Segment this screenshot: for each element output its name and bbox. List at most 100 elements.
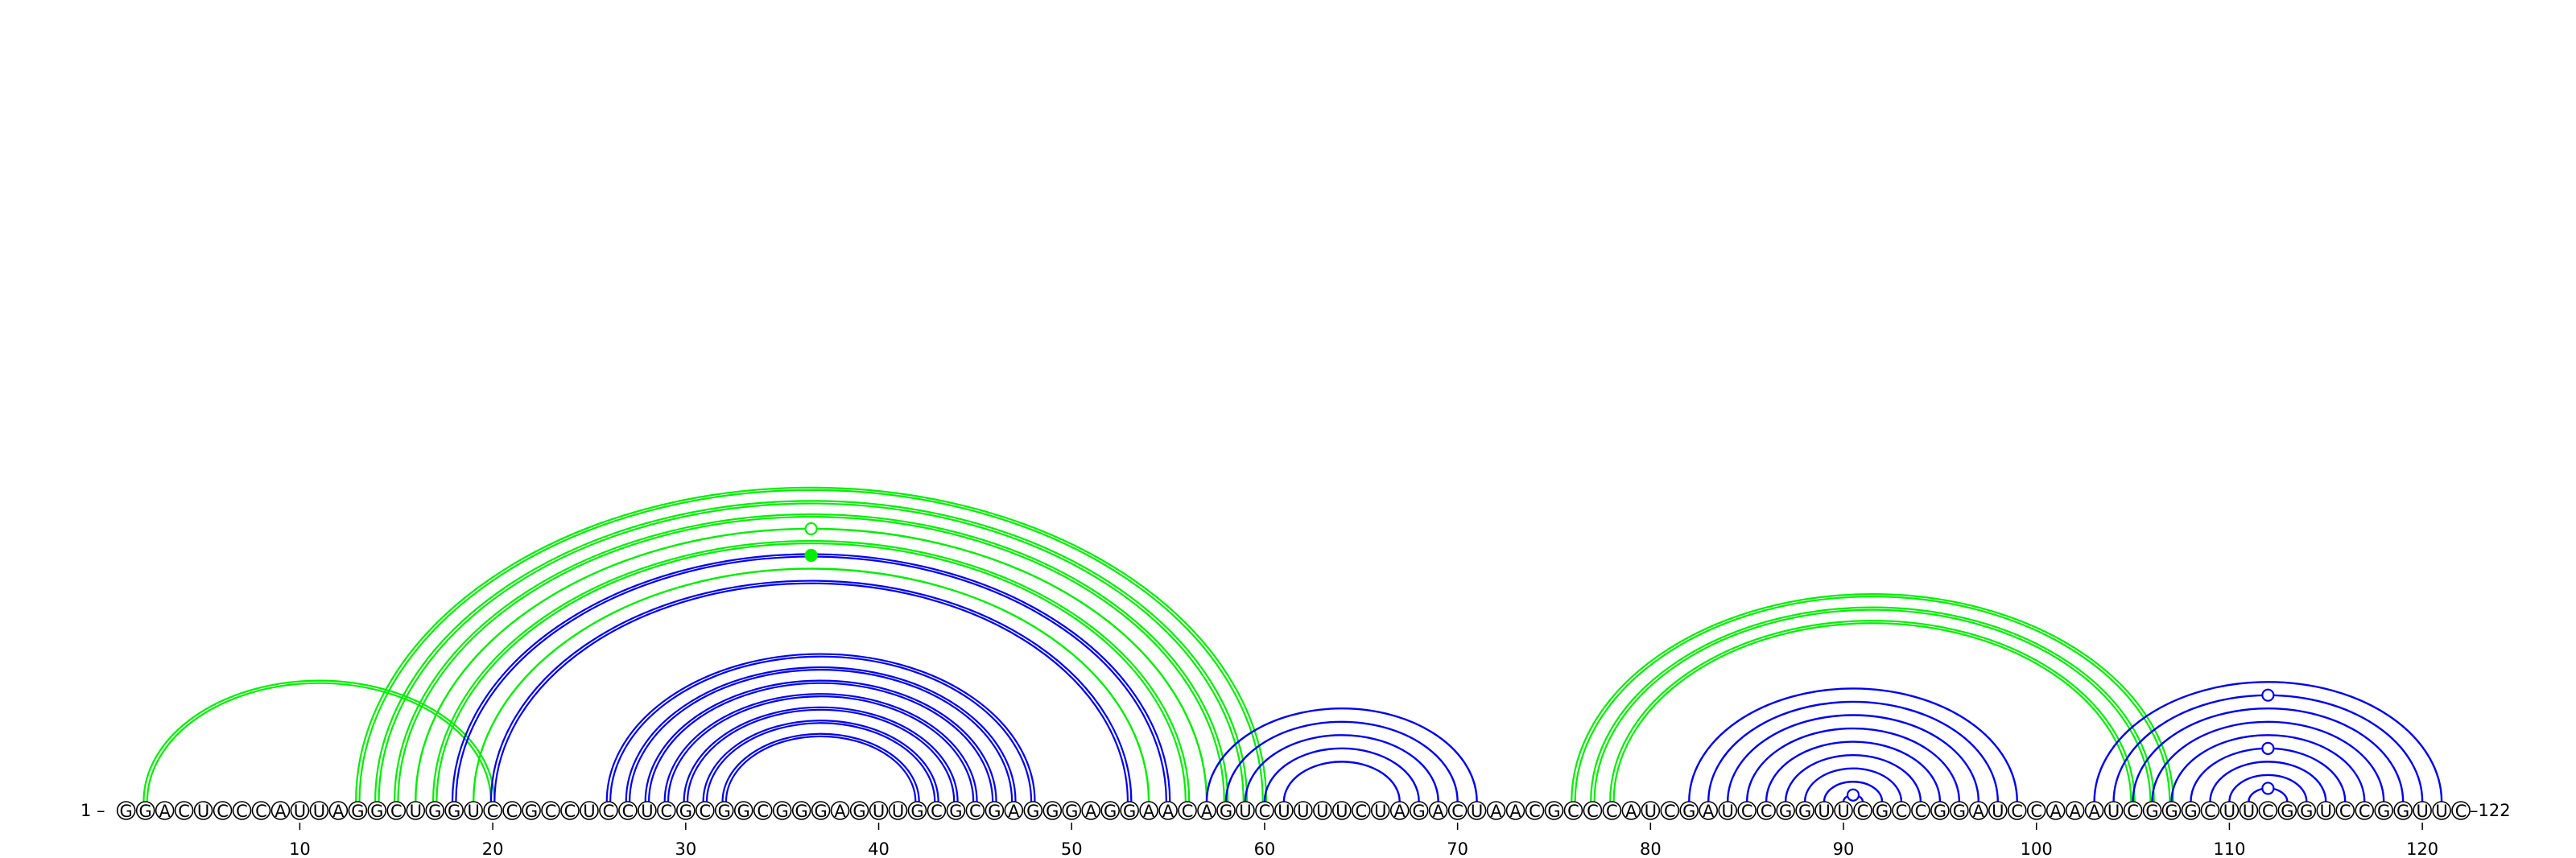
base-letter: G (2145, 802, 2158, 821)
tick-label: 70 (1447, 839, 1468, 858)
base-pair-arc (1574, 596, 2171, 802)
base-circle (2335, 801, 2355, 820)
base-letter: C (1915, 802, 1927, 821)
base-circle (1197, 801, 1216, 820)
base-circle (811, 801, 831, 820)
base-letter: A (1509, 802, 1521, 821)
base-circle (1660, 801, 1680, 820)
base-circle (328, 801, 349, 820)
base-letter: G (1779, 802, 1792, 821)
base-letter: G (2165, 802, 2178, 821)
base-circle (502, 801, 522, 820)
base-letter: C (390, 802, 402, 821)
open-marker (804, 522, 818, 536)
tick-label: 40 (868, 839, 890, 858)
base-letter: A (1432, 802, 1444, 821)
base-pair-arc (1590, 606, 2155, 802)
base-circle (270, 801, 291, 820)
base-circle (830, 801, 850, 820)
base-pair-arc (1765, 740, 1942, 802)
base-letter: A (1490, 802, 1502, 821)
base-letter: G (988, 802, 1001, 821)
base-pair-arc (1707, 700, 1999, 802)
base-letter: C (255, 802, 267, 821)
base-circle (174, 801, 194, 820)
base-letter: G (139, 802, 152, 821)
base-circle (1776, 801, 1795, 820)
base-letter: U (1471, 802, 1483, 821)
base-circle (1583, 801, 1603, 820)
base-pair-arc (146, 682, 493, 802)
base-letter: C (1664, 802, 1676, 821)
base-circle (1313, 801, 1332, 820)
base-circle (849, 801, 869, 820)
base-circle (213, 801, 233, 820)
base-letter: G (1798, 802, 1811, 821)
base-letter: U (1335, 802, 1348, 821)
base-letter: G (1413, 802, 1426, 821)
base-circle (1486, 801, 1506, 820)
sequence-end-label: –122 (2470, 801, 2511, 820)
base-letter: A (1394, 802, 1406, 821)
base-letter: G (2184, 802, 2197, 821)
arc-markers (804, 522, 2275, 802)
base-letter: C (2204, 802, 2216, 821)
base-circle (2123, 801, 2143, 820)
base-circle (907, 801, 927, 820)
base-pair-arc (436, 542, 1187, 802)
base-circle (522, 801, 541, 820)
base-pair-arc (1244, 734, 1439, 802)
base-circle (1447, 801, 1468, 820)
open-marker (2261, 782, 2275, 795)
base-letter: C (2262, 802, 2274, 821)
base-circle (2181, 801, 2201, 820)
base-circle (2103, 801, 2124, 820)
base-letter: U (197, 802, 209, 821)
base-circle (2413, 801, 2432, 820)
base-circle (2161, 801, 2182, 820)
base-letter: A (1973, 802, 1985, 821)
base-circle (1814, 801, 1834, 820)
base-letter: C (506, 802, 518, 821)
base-circle (560, 801, 580, 820)
base-circle (1679, 801, 1699, 820)
base-letter: C (1259, 802, 1271, 821)
base-letter: G (814, 802, 827, 821)
base-circle (155, 801, 175, 820)
base-pair-arc (1609, 620, 2136, 802)
base-letter: G (737, 802, 750, 821)
base-letter: G (2300, 802, 2313, 821)
base-pair-arc (609, 655, 1033, 802)
open-marker (2261, 688, 2275, 702)
base-circle (1178, 801, 1197, 820)
base-pair-arc (683, 706, 959, 802)
base-letter: G (679, 802, 692, 821)
base-letter: C (2359, 802, 2371, 821)
base-circle (1139, 801, 1158, 820)
base-letter: A (2069, 802, 2081, 821)
base-pair-arc (2132, 707, 2405, 802)
base-pair-arc (431, 539, 1191, 802)
base-letter: C (236, 802, 248, 821)
base-letter: G (1046, 802, 1059, 821)
base-letter: G (2377, 802, 2390, 821)
base-pair-arc (2093, 680, 2443, 802)
base-pair-arc (355, 486, 1268, 802)
tick-label: 10 (289, 839, 311, 858)
base-letter: G (1953, 802, 1966, 821)
base-circle (251, 801, 271, 820)
base-letter: C (603, 802, 615, 821)
base-pair-arcs (142, 486, 2443, 802)
base-pair-arc (397, 515, 1225, 802)
base-pair-arc (2151, 720, 2385, 802)
base-letter: U (1316, 802, 1328, 821)
base-letter: C (1182, 802, 1194, 821)
base-circle (348, 801, 368, 820)
base-circle (1621, 801, 1641, 820)
base-pair-arc (455, 555, 1167, 802)
base-circle (386, 801, 407, 820)
base-letter: U (2435, 802, 2447, 821)
base-pair-arc (2228, 773, 2308, 802)
base-letter: C (1741, 802, 1753, 821)
base-circle (116, 801, 136, 820)
